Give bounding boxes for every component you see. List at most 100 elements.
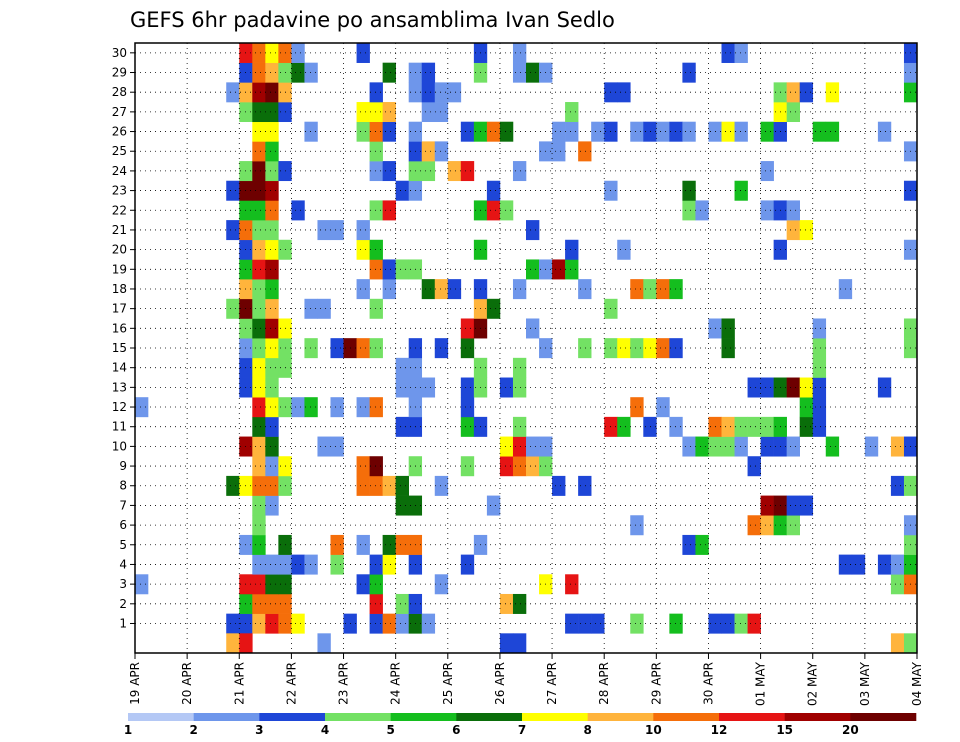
heatmap-cell bbox=[304, 298, 318, 319]
heatmap-cell bbox=[812, 338, 827, 359]
y-tick-label: 9 bbox=[119, 459, 127, 473]
heatmap-cell bbox=[356, 239, 370, 260]
colorbar-swatch bbox=[653, 713, 720, 721]
heatmap-cell bbox=[330, 338, 344, 359]
heatmap-cell bbox=[877, 554, 892, 575]
y-tick-label: 5 bbox=[119, 538, 127, 552]
heatmap-cell bbox=[252, 220, 266, 241]
heatmap-cell bbox=[265, 456, 279, 477]
heatmap-cell bbox=[265, 377, 279, 398]
heatmap-cell bbox=[565, 259, 579, 280]
heatmap-cell bbox=[382, 534, 396, 555]
heatmap-cell bbox=[226, 180, 240, 201]
heatmap-cell bbox=[890, 633, 905, 654]
heatmap-cell bbox=[851, 554, 866, 575]
colorbar-label: 1 bbox=[124, 723, 132, 737]
heatmap-cell bbox=[265, 200, 279, 221]
heatmap-cell bbox=[591, 121, 605, 142]
heatmap-cell bbox=[356, 220, 370, 241]
heatmap-cell bbox=[291, 613, 305, 634]
heatmap-cell bbox=[395, 613, 409, 634]
heatmap-cell bbox=[252, 436, 266, 457]
heatmap-cell bbox=[825, 436, 840, 457]
heatmap-cell bbox=[799, 416, 814, 437]
heatmap-cell bbox=[265, 338, 279, 359]
heatmap-cell bbox=[304, 554, 318, 575]
x-tick-label: 24 APR bbox=[389, 662, 403, 705]
heatmap-cell bbox=[512, 357, 527, 378]
colorbar-swatch bbox=[522, 713, 588, 721]
y-tick-label: 1 bbox=[119, 616, 127, 630]
heatmap-cell bbox=[786, 436, 800, 457]
heatmap-cell bbox=[643, 279, 657, 300]
heatmap-cell bbox=[617, 338, 631, 359]
x-tick-label: 01 MAY bbox=[754, 661, 768, 706]
heatmap-cell bbox=[304, 397, 318, 418]
x-tick-label: 28 APR bbox=[597, 662, 611, 705]
heatmap-cell bbox=[291, 554, 305, 575]
heatmap-cell bbox=[265, 436, 279, 457]
heatmap-cell bbox=[630, 613, 644, 634]
heatmap-cell bbox=[578, 279, 592, 300]
heatmap-cell bbox=[291, 43, 305, 63]
heatmap-cell bbox=[421, 377, 436, 398]
heatmap-cell bbox=[578, 141, 592, 162]
heatmap-cell bbox=[460, 318, 475, 339]
y-tick-label: 16 bbox=[112, 321, 127, 335]
y-tick-label: 22 bbox=[112, 203, 127, 217]
heatmap-cell bbox=[721, 436, 735, 457]
heatmap-cell bbox=[265, 593, 279, 614]
heatmap-cell bbox=[812, 397, 827, 418]
y-tick-label: 27 bbox=[112, 105, 127, 119]
y-tick-label: 17 bbox=[112, 302, 127, 316]
heatmap-cell bbox=[252, 141, 266, 162]
heatmap-cell bbox=[890, 475, 905, 496]
x-tick-label: 26 APR bbox=[493, 662, 507, 705]
heatmap-cell bbox=[760, 515, 774, 536]
heatmap-cell bbox=[434, 475, 449, 496]
heatmap-cell bbox=[786, 102, 800, 123]
heatmap-cell bbox=[395, 593, 409, 614]
y-tick-label: 21 bbox=[112, 223, 127, 237]
heatmap-cell bbox=[395, 475, 409, 496]
heatmap-cell bbox=[369, 298, 383, 319]
heatmap-cell bbox=[421, 279, 436, 300]
heatmap-cell bbox=[747, 377, 761, 398]
heatmap-cell bbox=[486, 121, 501, 142]
heatmap-cell bbox=[369, 161, 383, 182]
heatmap-cell bbox=[265, 397, 279, 418]
heatmap-cell bbox=[369, 141, 383, 162]
heatmap-cell bbox=[486, 298, 501, 319]
heatmap-cell bbox=[812, 377, 827, 398]
heatmap-cell bbox=[760, 200, 774, 221]
heatmap-cell bbox=[565, 121, 579, 142]
heatmap-cell bbox=[252, 43, 266, 63]
heatmap-cell bbox=[617, 239, 631, 260]
heatmap-cell bbox=[226, 298, 240, 319]
heatmap-cell bbox=[695, 436, 709, 457]
colorbar-swatch bbox=[784, 713, 851, 721]
heatmap-cell bbox=[265, 613, 279, 634]
y-tick-label: 14 bbox=[112, 361, 127, 375]
heatmap-cell bbox=[382, 62, 396, 83]
heatmap-cell bbox=[421, 102, 436, 123]
heatmap-cell bbox=[317, 633, 331, 654]
colorbar-label: 15 bbox=[776, 723, 793, 737]
heatmap-cell bbox=[330, 397, 344, 418]
heatmap-cell bbox=[252, 613, 266, 634]
heatmap-cell bbox=[552, 259, 566, 280]
x-tick-label: 23 APR bbox=[337, 662, 351, 705]
heatmap-cell bbox=[421, 613, 436, 634]
heatmap-cell bbox=[252, 62, 266, 83]
heatmap-cell bbox=[799, 377, 814, 398]
heatmap-cell bbox=[356, 534, 370, 555]
heatmap-cell bbox=[252, 357, 266, 378]
heatmap-cell bbox=[460, 377, 475, 398]
colorbar-label: 12 bbox=[711, 723, 728, 737]
heatmap-cell bbox=[265, 161, 279, 182]
heatmap-cell bbox=[630, 397, 644, 418]
heatmap-cell bbox=[591, 613, 605, 634]
y-tick-label: 3 bbox=[119, 577, 127, 591]
heatmap-cell bbox=[291, 62, 305, 83]
heatmap-cell bbox=[669, 121, 683, 142]
